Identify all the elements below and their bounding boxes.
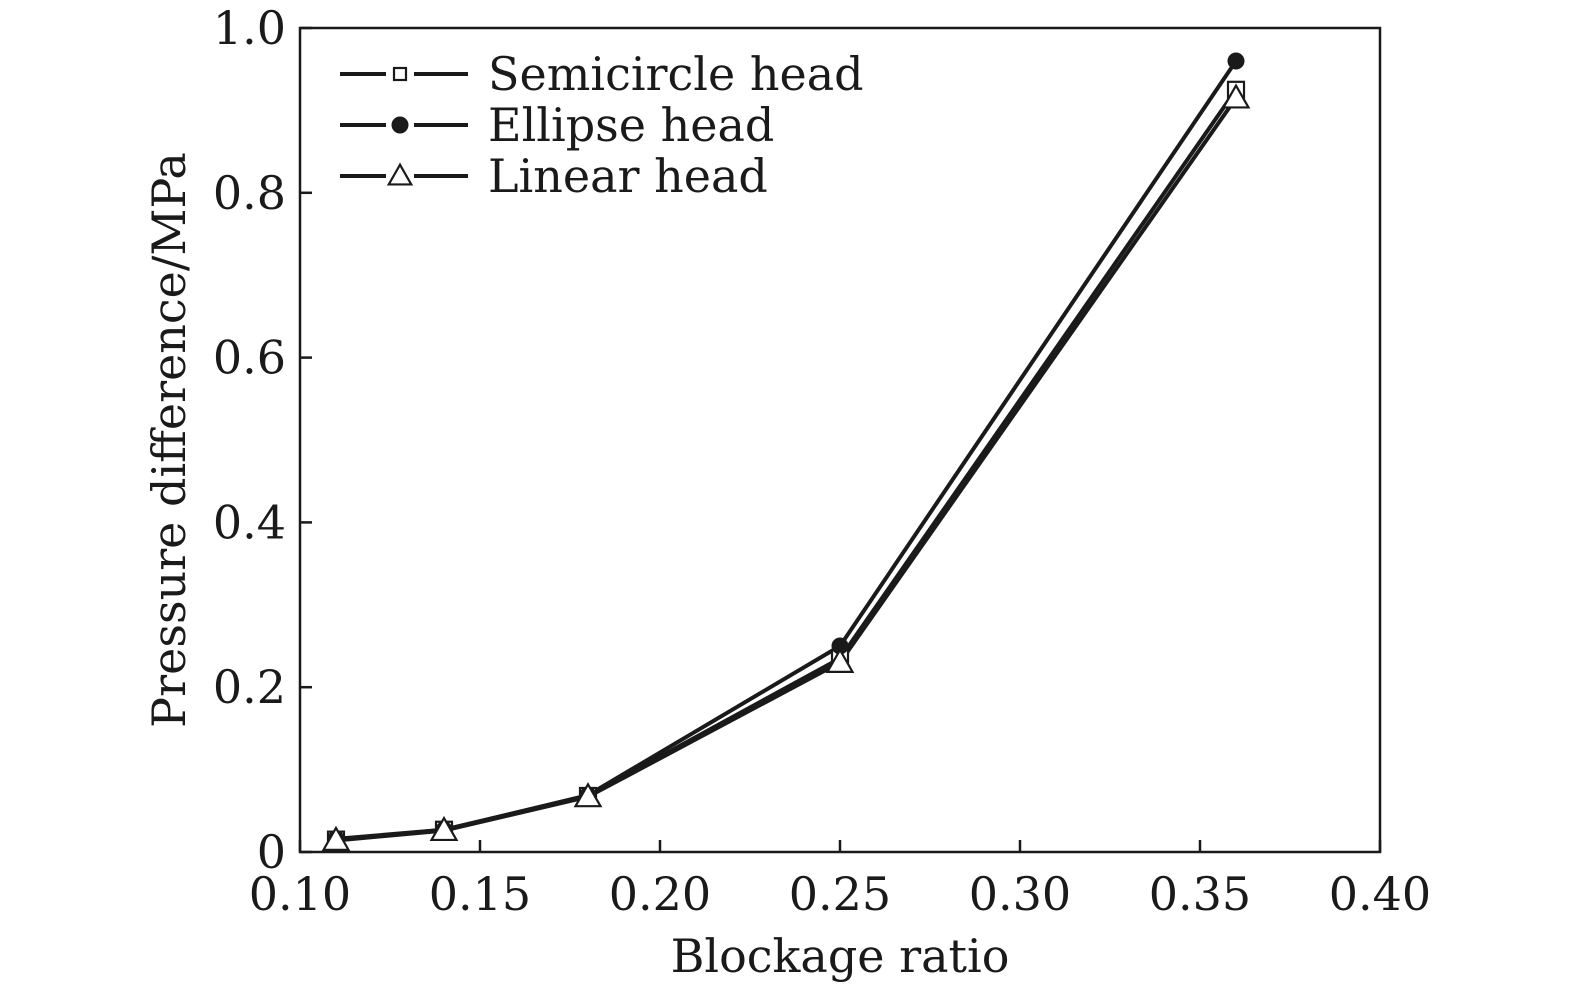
legend-label: Ellipse head [488,98,774,152]
y-tick-label: 0 [257,825,286,879]
x-tick-label: 0.40 [1329,867,1431,921]
marker-square [392,66,408,82]
x-tick-label: 0.15 [429,867,531,921]
y-axis-label: Pressure difference/MPa [142,152,196,728]
series-line [334,58,1238,841]
marker-circle [1227,52,1245,70]
marker-triangle [429,815,459,842]
y-axis-ticks: 0 0.2 0.4 0.6 0.8 1.0 [213,1,312,879]
marker-triangle [573,782,603,808]
x-axis-ticks: 0.10 0.15 0.20 0.25 0.30 0.35 0.40 [249,840,1431,921]
marker-triangle [321,825,351,851]
legend-label: Semicircle head [488,47,864,101]
x-tick-label: 0.25 [789,867,891,921]
y-tick-label: 0.2 [213,660,286,714]
marker-circle [391,116,409,134]
marker-triangle [1221,83,1251,109]
x-tick-label: 0.20 [609,867,711,921]
x-tick-label: 0.30 [969,867,1071,921]
series-line [334,96,1238,843]
marker-triangle [825,647,855,673]
x-axis-label: Blockage ratio [671,929,1010,983]
marker-triangle [386,162,414,186]
series-lines [334,58,1238,843]
y-tick-label: 1.0 [213,1,286,55]
plot-frame [298,26,1382,854]
series-line [334,87,1238,842]
y-tick-label: 0.8 [213,166,286,220]
y-tick-label: 0.4 [213,495,286,549]
y-tick-label: 0.6 [213,331,286,385]
legend-label: Linear head [488,149,768,203]
series-markers [321,52,1251,851]
x-tick-label: 0.10 [249,867,351,921]
x-tick-label: 0.35 [1149,867,1251,921]
